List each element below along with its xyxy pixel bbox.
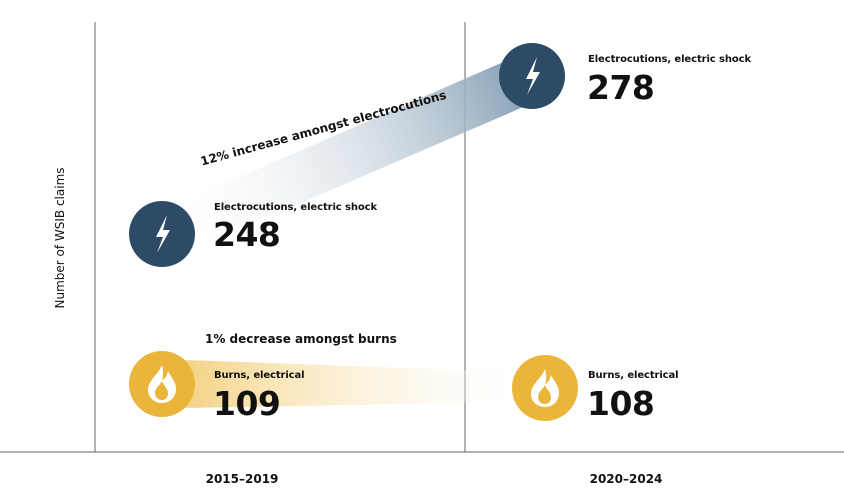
x-tick-2015-2019: 2015–2019	[205, 472, 279, 486]
burns-2020-2024-marker	[512, 355, 578, 421]
lightning-bolt-icon	[526, 57, 540, 95]
burns-2015-2019-label: Burns, electrical	[214, 370, 305, 381]
burns-2015-2019-marker	[129, 351, 195, 417]
burns-2020-2024-value: 108	[587, 384, 655, 423]
electrocutions-2020-2024-value: 278	[587, 68, 655, 107]
burns-2020-2024-circle	[512, 355, 578, 421]
flame-icon	[531, 369, 559, 407]
electrocutions-trend-band	[162, 53, 535, 255]
electrocutions-2020-2024-label: Electrocutions, electric shock	[588, 54, 752, 65]
burns-change-annotation: 1% decrease amongst burns	[205, 332, 397, 346]
electrocutions-2015-2019-marker	[129, 201, 195, 267]
burns-2015-2019-value: 109	[213, 384, 281, 423]
electrocutions-2015-2019-label: Electrocutions, electric shock	[214, 202, 378, 213]
flame-icon	[148, 365, 176, 403]
burns-2020-2024-label: Burns, electrical	[588, 370, 679, 381]
electrocutions-2020-2024-marker	[499, 43, 565, 109]
y-axis-label: Number of WSIB claims	[53, 167, 67, 309]
lightning-bolt-icon	[156, 215, 170, 253]
burns-trend-band	[185, 360, 518, 408]
burns-2015-2019-circle	[129, 351, 195, 417]
electrocutions-2015-2019-value: 248	[213, 215, 281, 254]
x-tick-2020-2024: 2020–2024	[589, 472, 663, 486]
